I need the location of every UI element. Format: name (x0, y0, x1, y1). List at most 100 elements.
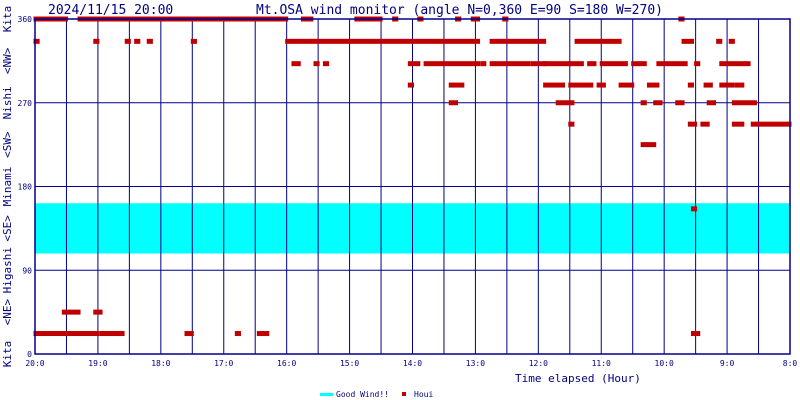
y-tick-label: 270 (18, 99, 33, 108)
houi-marker (33, 331, 100, 337)
houi-marker (675, 100, 685, 106)
houi-marker (489, 61, 531, 67)
houi-marker (687, 82, 694, 88)
x-tick-label: 17:0 (214, 359, 233, 368)
legend-good-wind-label: Good Wind!! (336, 390, 389, 399)
x-axis-title: Time elapsed (Hour) (515, 372, 641, 385)
houi-marker (646, 82, 660, 88)
grid-layer (34, 18, 791, 355)
x-tick-label: 12:0 (529, 359, 548, 368)
houi-marker (596, 82, 606, 88)
y-tick-label: 360 (18, 15, 33, 24)
houi-marker (656, 61, 688, 67)
x-tick-label: 16:0 (277, 359, 296, 368)
houi-marker (640, 142, 657, 148)
houi-marker (134, 38, 141, 44)
houi-marker (700, 121, 710, 127)
houi-marker (568, 121, 575, 127)
houi-marker (543, 82, 565, 88)
houi-marker (631, 61, 647, 67)
y-tick-label: 0 (27, 350, 32, 359)
houi-marker (690, 206, 698, 212)
houi-marker (653, 100, 663, 106)
houi-marker (234, 331, 241, 337)
houi-marker (568, 61, 584, 67)
houi-marker (291, 61, 301, 67)
chart-title: Mt.OSA wind monitor (angle N=0,360 E=90 … (256, 3, 663, 18)
houi-marker (124, 38, 131, 44)
houi-marker (407, 61, 421, 67)
houi-marker (703, 82, 713, 88)
houi-marker (731, 100, 757, 106)
houi-marker (256, 331, 270, 337)
legend-good-wind-swatch (320, 393, 333, 396)
y-tick-labels: 0 90 180 270 360 (18, 15, 33, 359)
houi-marker (285, 38, 481, 44)
houi-marker (448, 82, 465, 88)
houi-marker (61, 309, 81, 315)
y-tick-label: 90 (22, 266, 32, 275)
houi-marker (750, 121, 792, 127)
houi-marker (728, 38, 735, 44)
x-tick-label: 20:0 (25, 359, 44, 368)
houi-marker (681, 38, 694, 44)
direction-label: <SE> (1, 215, 14, 242)
houi-marker (489, 38, 547, 44)
houi-marker (448, 100, 459, 106)
axes-layer (34, 18, 791, 355)
houi-marker (716, 38, 723, 44)
houi-marker (322, 61, 330, 67)
legend-houi-label: Houi (414, 390, 433, 399)
direction-label: Minami (1, 167, 14, 207)
houi-marker (93, 309, 103, 315)
houi-marker (423, 61, 481, 67)
houi-marker (599, 61, 628, 67)
houi-marker (530, 61, 547, 67)
houi-marker (543, 61, 572, 67)
x-tick-labels: 20:0 19:0 18:0 17:0 16:0 15:0 14:0 13:0 12:0 11:0… (25, 359, 797, 368)
houi-marker (93, 38, 100, 44)
houi-marker (618, 82, 635, 88)
direction-label: Nishi (1, 86, 14, 119)
x-tick-label: 8:0 (783, 359, 798, 368)
houi-marker (190, 38, 197, 44)
houi-marker (407, 82, 414, 88)
legend-houi-swatch (402, 392, 406, 396)
houi-marker (313, 61, 320, 67)
houi-marker (480, 61, 487, 67)
legend: Good Wind!! Houi (320, 390, 433, 399)
direction-label: Higashi (1, 247, 14, 293)
direction-label: <NE> (1, 299, 14, 326)
x-tick-label: 13:0 (466, 359, 485, 368)
direction-label: Kita (1, 6, 14, 33)
houi-marker (33, 38, 40, 44)
houi-marker (731, 121, 745, 127)
direction-label: Kita (1, 341, 14, 368)
y-tick-label: 180 (18, 183, 33, 192)
x-tick-label: 19:0 (88, 359, 107, 368)
direction-label: <NW> (1, 47, 14, 74)
datetime-label: 2024/11/15 20:00 (48, 3, 173, 18)
houi-marker (719, 82, 735, 88)
houi-marker (706, 100, 716, 106)
x-tick-label: 18:0 (151, 359, 170, 368)
x-tick-label: 15:0 (340, 359, 359, 368)
x-tick-label: 10:0 (655, 359, 674, 368)
houi-marker (146, 38, 153, 44)
houi-marker (184, 331, 194, 337)
houi-marker (735, 82, 745, 88)
houi-marker (568, 82, 594, 88)
x-tick-label: 9:0 (720, 359, 735, 368)
direction-axis-label: Kita <NE> Higashi <SE> Minami <SW> Nishi <NW> Ki… (1, 6, 14, 368)
houi-marker (555, 100, 575, 106)
houi-marker (99, 331, 125, 337)
houi-marker (694, 61, 701, 67)
houi-marker (640, 100, 647, 106)
houi-marker (719, 61, 751, 67)
houi-marker (574, 38, 622, 44)
x-tick-label: 14:0 (403, 359, 422, 368)
houi-marker (587, 61, 597, 67)
x-tick-label: 11:0 (592, 359, 611, 368)
houi-marker (690, 331, 701, 337)
